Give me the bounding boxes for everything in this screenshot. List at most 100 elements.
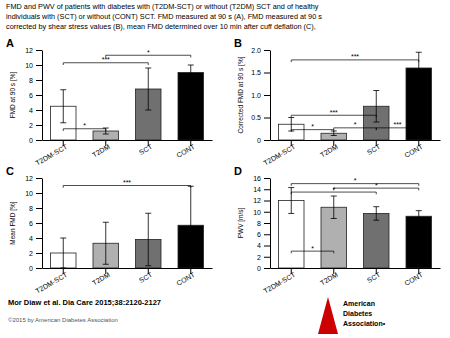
tick-mark <box>264 73 270 74</box>
tick-label: 2 <box>29 122 33 129</box>
significance-label: *** <box>330 109 338 116</box>
significance-label: * <box>354 121 357 128</box>
panel-label: C <box>6 165 14 177</box>
y-tick: 2.0 <box>251 47 270 54</box>
tick-label: 1.5 <box>251 69 261 76</box>
axis-line <box>43 268 213 269</box>
y-axis: 00.51.01.52.0 <box>251 47 270 144</box>
tick-label: CONT <box>175 143 196 159</box>
significance-label: * <box>311 123 314 130</box>
tick-label: CONT <box>175 271 196 287</box>
tick-mark <box>36 178 42 179</box>
footer: Mor Diaw et al. Dia Care 2015;38:2120-21… <box>8 298 161 307</box>
tick-mark <box>264 178 270 179</box>
y-tick: 6 <box>29 220 42 227</box>
tick-label: T2DM-SCT <box>262 271 297 295</box>
y-axis: 0 2 4 6 8 10 12 <box>25 175 42 272</box>
tick-label: 4 <box>257 242 261 249</box>
tick-label: 0 <box>29 265 33 272</box>
tick-mark <box>36 125 42 126</box>
tick-label: 8 <box>29 205 33 212</box>
significance-label: *** <box>123 179 131 186</box>
y-axis: 024681012 <box>25 47 42 144</box>
significance-label: * <box>83 122 86 129</box>
logo-text: Association• <box>343 320 386 327</box>
title-line: FMD and PWV of patients with diabetes wi… <box>6 2 319 11</box>
tick-label: 1.0 <box>251 92 261 99</box>
x-tick: T2DM <box>91 268 111 287</box>
tick-label: 6 <box>29 220 33 227</box>
tick-label: 4 <box>29 235 33 242</box>
x-tick: T2DM <box>91 140 111 159</box>
tick-label: 14 <box>253 186 261 193</box>
plot-area <box>51 55 204 140</box>
axis-line <box>42 51 43 141</box>
axis-line <box>270 51 271 141</box>
title-line: corrected by shear stress values (B), me… <box>6 22 316 31</box>
x-tick: T2DM-SCT <box>262 268 297 295</box>
bar <box>178 73 204 141</box>
tick-mark <box>264 140 270 141</box>
y-tick: 10 <box>25 62 42 69</box>
tick-mark <box>36 253 42 254</box>
logo: AmericanDiabetesAssociation• <box>318 297 386 334</box>
tick-mark <box>264 246 270 247</box>
plot-area <box>279 184 432 268</box>
logo-text: Diabetes <box>343 310 372 317</box>
tick-label: 4 <box>29 107 33 114</box>
plot-area <box>279 52 432 140</box>
x-tick: SCT <box>138 140 154 156</box>
tick-label: 0 <box>257 137 261 144</box>
title-line: individuals with (SCT) or without (CONT)… <box>6 12 322 21</box>
y-axis: 0246810121416 <box>253 175 270 272</box>
bar <box>364 213 390 268</box>
y-tick: 10 <box>25 190 42 197</box>
panel: 00.51.01.52.0T2DM-SCTT2DMSCTCONT********… <box>234 37 441 167</box>
y-tick: 8 <box>29 77 42 84</box>
tick-label: T2DM-SCT <box>34 143 69 167</box>
y-tick: 8 <box>257 220 270 227</box>
panel-label: A <box>6 37 14 49</box>
axis-line <box>42 179 43 269</box>
y-tick: 10 <box>253 208 270 215</box>
y-axis-title: PWV [m/s] <box>237 207 245 238</box>
significance-label: * <box>311 245 314 252</box>
significance-label: * <box>332 186 335 193</box>
tick-mark <box>36 140 42 141</box>
significance-label: * <box>375 182 378 189</box>
tick-mark <box>264 201 270 202</box>
tick-label: 2 <box>29 250 33 257</box>
x-tick: T2DM-SCT <box>34 140 69 167</box>
logo-mark <box>318 297 338 334</box>
x-tick: CONT <box>403 140 424 159</box>
tick-mark <box>264 212 270 213</box>
y-tick: 16 <box>253 175 270 182</box>
tick-mark <box>264 189 270 190</box>
panel: 024681012T2DM-SCTT2DMSCTCONT***Mean FMD … <box>6 165 213 295</box>
axis-line <box>271 140 441 141</box>
x-tick: CONT <box>175 268 196 287</box>
y-tick: 14 <box>253 186 270 193</box>
tick-mark <box>36 95 42 96</box>
y-axis-title: Mean FMD [%] <box>9 201 17 245</box>
significance-label: *** <box>393 121 401 128</box>
x-tick: T2DM <box>319 140 339 159</box>
error-bar <box>60 238 66 268</box>
y-tick: 0 <box>257 265 270 272</box>
tick-label: 12 <box>25 47 33 54</box>
error-bar <box>331 196 337 219</box>
tick-label: 12 <box>253 197 261 204</box>
error-bar <box>288 188 294 214</box>
x-axis: T2DM-SCTT2DMSCTCONT <box>34 268 212 295</box>
tick-mark <box>36 193 42 194</box>
tick-label: 2.0 <box>251 47 261 54</box>
y-tick: 12 <box>253 197 270 204</box>
y-axis-title: FMD at 90 s [%] <box>9 72 17 119</box>
tick-label: SCT <box>366 271 382 284</box>
significance-label: * <box>354 177 357 184</box>
tick-label: 6 <box>29 92 33 99</box>
tick-mark <box>264 95 270 96</box>
x-tick: SCT <box>138 268 154 284</box>
significance-label: *** <box>102 56 110 63</box>
tick-label: 12 <box>25 175 33 182</box>
